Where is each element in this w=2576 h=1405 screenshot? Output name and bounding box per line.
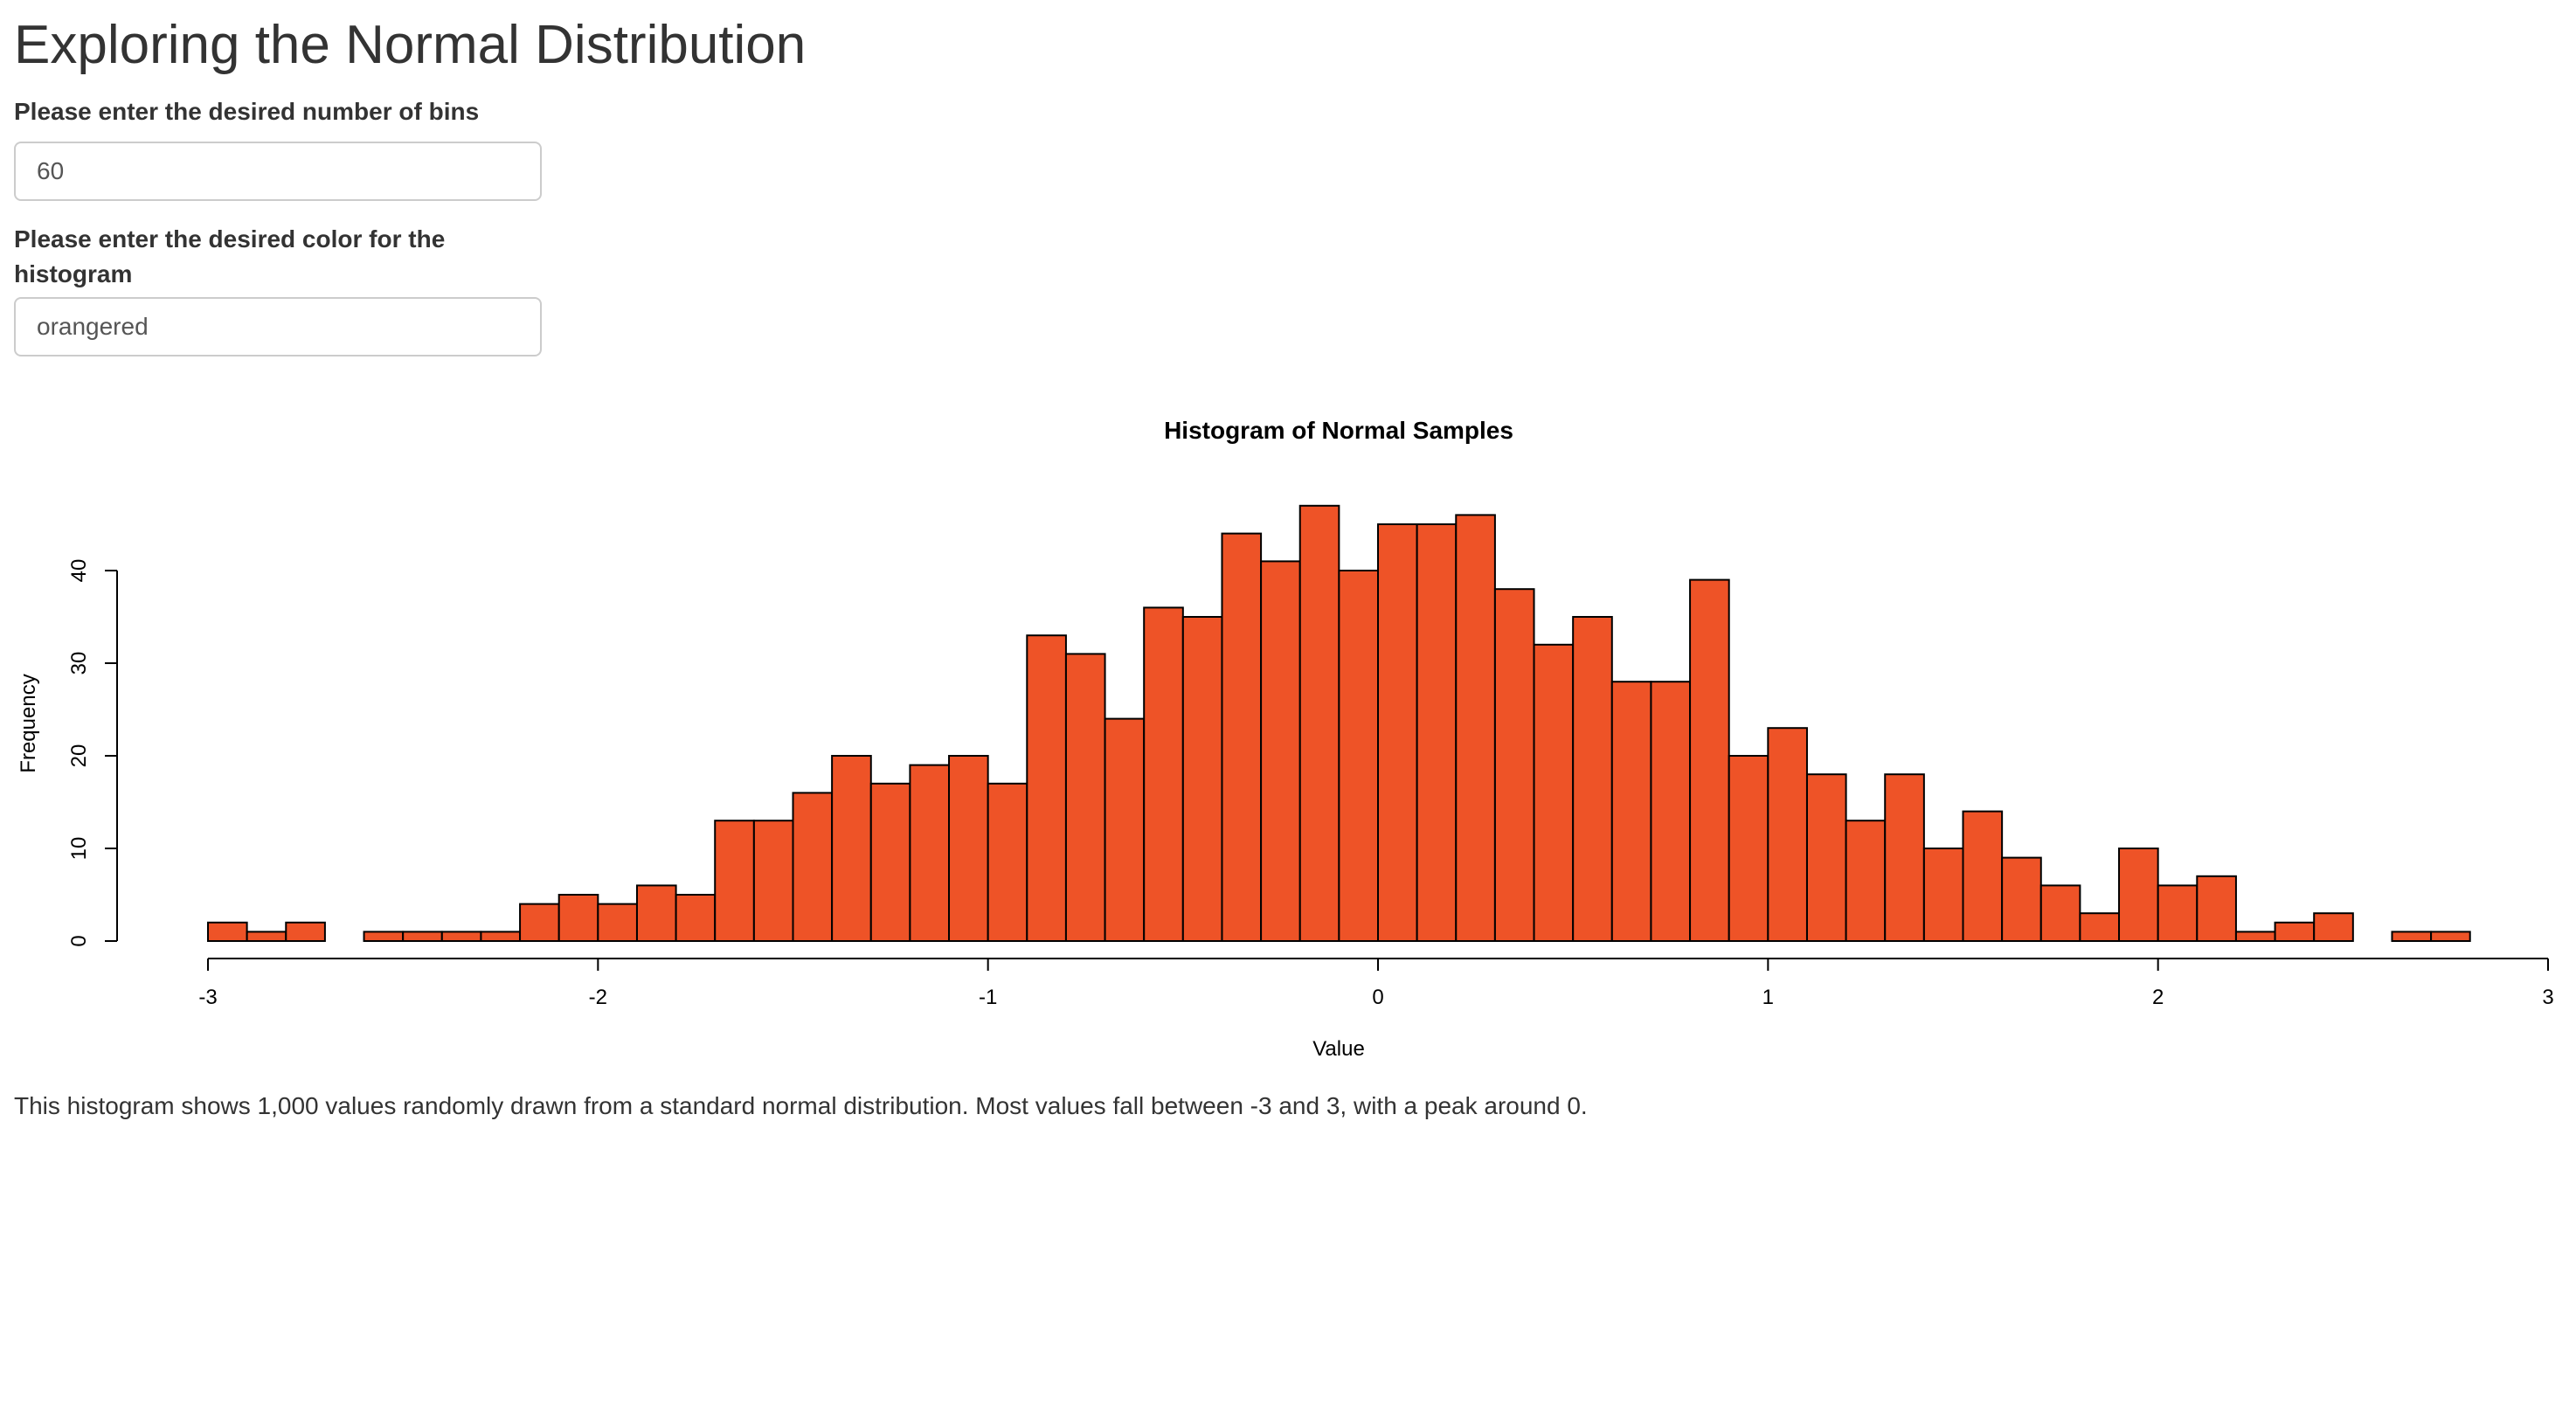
color-field: Please enter the desired color for the h… (14, 222, 542, 356)
histogram-bar (1650, 681, 1692, 942)
histogram-bar (1805, 773, 1847, 943)
histogram-bar (2118, 848, 2159, 942)
histogram-bar (1845, 820, 1887, 943)
x-tick-label: -3 (198, 986, 217, 1009)
chart-description: This histogram shows 1,000 values random… (14, 1092, 1588, 1119)
histogram-bar (1221, 532, 1263, 942)
histogram-bar (1455, 514, 1496, 943)
histogram-bar (635, 884, 677, 943)
bins-label: Please enter the desired number of bins (14, 98, 480, 125)
bins-field: Please enter the desired number of bins (14, 94, 542, 201)
histogram-bar (1181, 616, 1223, 942)
histogram-bar (1026, 634, 1067, 942)
y-tick-label: 0 (67, 935, 91, 946)
histogram-bar (1689, 578, 1730, 942)
histogram-bar (597, 903, 638, 942)
histogram-bar (792, 792, 834, 942)
bins-input[interactable] (14, 142, 542, 201)
chart-title: Histogram of Normal Samples (1164, 417, 1513, 444)
histogram-bar (1533, 643, 1575, 942)
histogram-bar (440, 931, 482, 943)
histogram-bar (285, 921, 326, 942)
y-tick-label: 40 (67, 559, 91, 583)
histogram-bar (1572, 616, 1613, 942)
y-axis: 0 10 20 30 40 (67, 559, 118, 947)
histogram-bar (752, 820, 794, 943)
histogram-bar (831, 755, 872, 942)
histogram-bar (1922, 848, 1964, 942)
histogram-bar (2157, 884, 2199, 943)
page-title: Exploring the Normal Distribution (14, 15, 807, 75)
histogram-bar (2430, 931, 2471, 943)
y-tick-label: 20 (67, 744, 91, 768)
x-axis: -3 -2 -1 0 1 2 3 (198, 958, 2554, 1009)
y-axis-label: Frequency (17, 674, 40, 772)
histogram-bars (207, 504, 2471, 943)
histogram-chart: Histogram of Normal Samples -3 -2 -1 0 1 2 3 0… (17, 417, 2554, 1061)
color-label: Please enter the desired color for the h… (14, 225, 446, 287)
histogram-bar (1416, 523, 1458, 942)
histogram-bar (2234, 931, 2276, 943)
x-tick-label: -2 (589, 986, 607, 1009)
histogram-bar (909, 764, 951, 942)
histogram-bar (2039, 884, 2081, 943)
histogram-bar (557, 894, 599, 942)
histogram-bar (2001, 856, 2042, 943)
histogram-bar (207, 921, 248, 942)
histogram-bar (519, 903, 560, 942)
histogram-bar (2313, 912, 2354, 943)
histogram-bar (2391, 931, 2433, 943)
histogram-bar (402, 931, 443, 943)
histogram-bar (675, 894, 717, 942)
histogram-bar (1260, 560, 1301, 942)
histogram-bar (1143, 606, 1184, 942)
histogram-bar (869, 782, 911, 942)
histogram-bar (987, 782, 1028, 942)
histogram-bar (1962, 810, 2004, 942)
y-tick-label: 30 (67, 652, 91, 675)
color-input[interactable] (14, 297, 542, 356)
histogram-bar (1767, 727, 1808, 943)
x-tick-label: 3 (2542, 986, 2553, 1009)
histogram-bar (1610, 681, 1652, 942)
x-tick-label: 0 (1372, 986, 1383, 1009)
x-axis-label: Value (1312, 1037, 1365, 1061)
histogram-bar (363, 931, 405, 943)
histogram-bar (1884, 773, 1925, 943)
histogram-bar (1493, 588, 1535, 942)
histogram-bar (246, 931, 287, 943)
histogram-bar (2079, 912, 2121, 943)
x-tick-label: -1 (979, 986, 997, 1009)
histogram-bar (1728, 755, 1769, 942)
x-tick-label: 1 (1762, 986, 1774, 1009)
histogram-bar (1104, 717, 1146, 942)
x-tick-label: 2 (2152, 986, 2164, 1009)
histogram-bar (1338, 570, 1379, 942)
histogram-bar (2196, 875, 2237, 942)
y-tick-label: 10 (67, 837, 91, 861)
histogram-bar (714, 820, 755, 943)
histogram-bar (1377, 523, 1418, 942)
histogram-bar (1064, 653, 1106, 942)
histogram-bar (480, 931, 522, 943)
histogram-bar (2274, 921, 2316, 942)
histogram-bar (948, 755, 989, 942)
histogram-bar (1298, 504, 1340, 943)
